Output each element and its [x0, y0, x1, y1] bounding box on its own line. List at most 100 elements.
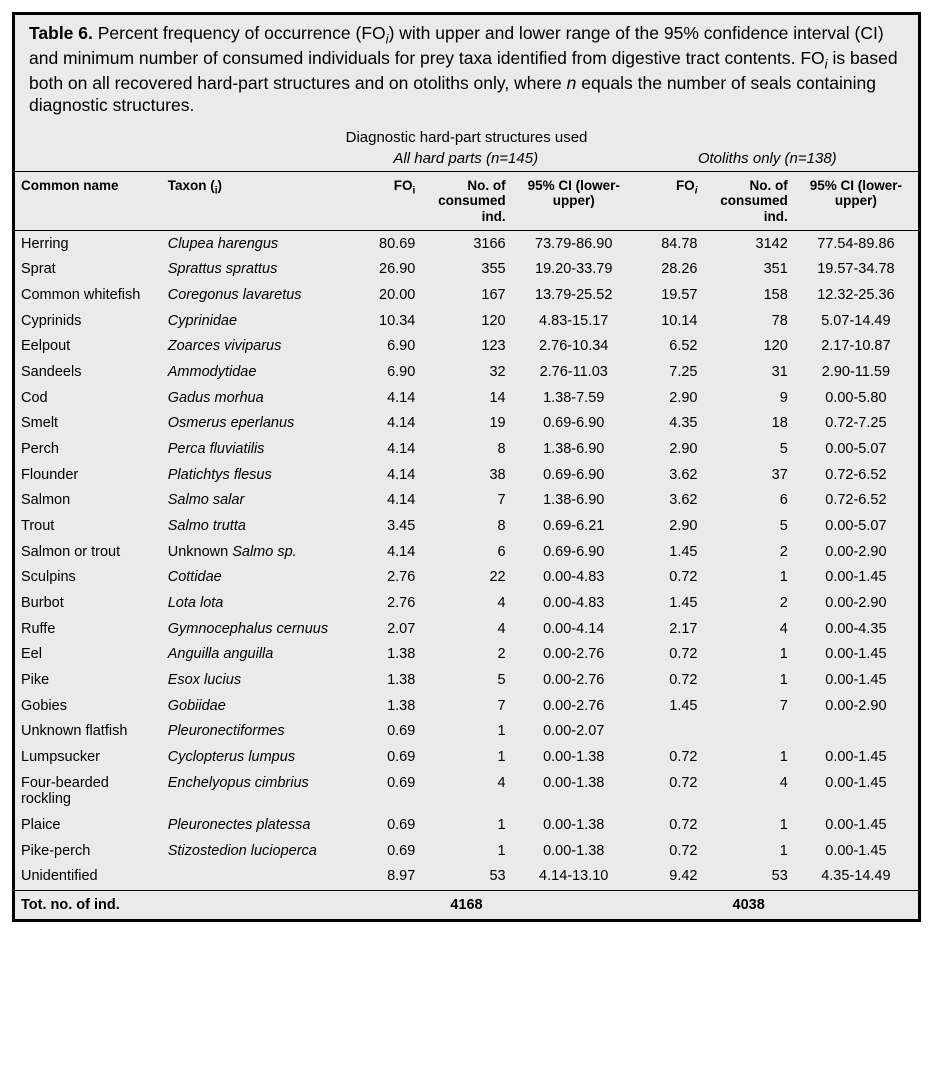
cell-fo-b: 0.72	[636, 565, 704, 591]
cell-taxon: Gadus morhua	[162, 385, 354, 411]
table-row: CodGadus morhua4.14141.38-7.592.9090.00-…	[15, 385, 918, 411]
table-row: EelAnguilla anguilla1.3820.00-2.760.7210…	[15, 642, 918, 668]
cell-ci-b: 2.90-11.59	[794, 359, 918, 385]
cell-common: Perch	[15, 436, 162, 462]
cell-cons-a: 123	[421, 334, 511, 360]
cell-cons-b: 7	[704, 693, 794, 719]
cell-cons-b: 53	[704, 864, 794, 890]
cell-ci-b: 0.00-2.90	[794, 539, 918, 565]
cell-ci-a: 0.00-4.83	[512, 565, 636, 591]
table-row: Pike-perchStizostedion lucioperca0.6910.…	[15, 838, 918, 864]
cell-fo-a: 6.90	[354, 334, 422, 360]
cell-fo-a: 4.14	[354, 539, 422, 565]
cell-fo-a: 8.97	[354, 864, 422, 890]
cell-fo-b: 0.72	[636, 813, 704, 839]
cell-ci-b: 77.54-89.86	[794, 231, 918, 257]
footer-total-b: 4038	[704, 890, 794, 919]
cell-ci-b: 19.57-34.78	[794, 257, 918, 283]
cell-taxon: Platichtys flesus	[162, 462, 354, 488]
cell-cons-a: 167	[421, 282, 511, 308]
cell-taxon: Salmo salar	[162, 488, 354, 514]
cell-cons-b: 9	[704, 385, 794, 411]
cell-taxon: Pleuronectes platessa	[162, 813, 354, 839]
cell-cons-a: 3166	[421, 231, 511, 257]
cell-cons-b: 1	[704, 642, 794, 668]
th-fo-a: FOi	[354, 171, 422, 231]
cell-common: Eelpout	[15, 334, 162, 360]
cell-cons-a: 4	[421, 770, 511, 812]
cell-fo-a: 4.14	[354, 385, 422, 411]
cell-fo-a: 10.34	[354, 308, 422, 334]
cell-fo-b: 1.45	[636, 693, 704, 719]
cell-taxon: Coregonus lavaretus	[162, 282, 354, 308]
table-row: PikeEsox lucius1.3850.00-2.760.7210.00-1…	[15, 668, 918, 694]
cell-common: Eel	[15, 642, 162, 668]
cell-fo-b: 2.90	[636, 436, 704, 462]
cell-ci-b: 0.00-1.45	[794, 565, 918, 591]
th-ci-b: 95% CI (lower-upper)	[794, 171, 918, 231]
cell-fo-b: 0.72	[636, 770, 704, 812]
cell-fo-b: 10.14	[636, 308, 704, 334]
cell-fo-b: 28.26	[636, 257, 704, 283]
cell-ci-a: 0.69-6.90	[512, 462, 636, 488]
cell-ci-b: 0.00-2.90	[794, 591, 918, 617]
cell-ci-a: 0.00-1.38	[512, 813, 636, 839]
cell-ci-b: 0.00-5.80	[794, 385, 918, 411]
cell-cons-a: 1	[421, 813, 511, 839]
footer-label: Tot. no. of ind.	[15, 890, 354, 919]
cell-ci-b: 0.00-1.45	[794, 642, 918, 668]
cell-taxon: Gobiidae	[162, 693, 354, 719]
cell-cons-b: 351	[704, 257, 794, 283]
cell-fo-a: 3.45	[354, 514, 422, 540]
table-row: Salmon or troutUnknown Salmo sp.4.1460.6…	[15, 539, 918, 565]
cell-taxon: Lota lota	[162, 591, 354, 617]
cell-ci-b: 5.07-14.49	[794, 308, 918, 334]
cell-common: Cod	[15, 385, 162, 411]
cell-taxon: Esox lucius	[162, 668, 354, 694]
cell-fo-a: 4.14	[354, 462, 422, 488]
cell-common: Unidentified	[15, 864, 162, 890]
table-row: CyprinidsCyprinidae10.341204.83-15.1710.…	[15, 308, 918, 334]
cell-cons-b: 1	[704, 668, 794, 694]
cell-cons-a: 1	[421, 745, 511, 771]
cell-cons-a: 8	[421, 514, 511, 540]
cell-common: Ruffe	[15, 616, 162, 642]
cell-ci-b: 0.00-2.90	[794, 693, 918, 719]
cell-fo-b: 19.57	[636, 282, 704, 308]
group-headers: All hard parts (n=145) Otoliths only (n=…	[15, 150, 918, 171]
table-row: PerchPerca fluviatilis4.1481.38-6.902.90…	[15, 436, 918, 462]
cell-fo-a: 0.69	[354, 838, 422, 864]
table-row: Common whitefishCoregonus lavaretus20.00…	[15, 282, 918, 308]
cell-common: Pike	[15, 668, 162, 694]
cell-cons-a: 2	[421, 642, 511, 668]
cell-common: Four-bearded rockling	[15, 770, 162, 812]
cell-cons-a: 22	[421, 565, 511, 591]
table-row: TroutSalmo trutta3.4580.69-6.212.9050.00…	[15, 514, 918, 540]
cell-ci-b: 0.00-5.07	[794, 514, 918, 540]
cell-cons-b: 31	[704, 359, 794, 385]
cell-fo-a: 0.69	[354, 719, 422, 745]
cell-common: Sculpins	[15, 565, 162, 591]
cell-common: Pike-perch	[15, 838, 162, 864]
cell-ci-b: 4.35-14.49	[794, 864, 918, 890]
cell-ci-a: 0.69-6.90	[512, 411, 636, 437]
cell-fo-a: 0.69	[354, 745, 422, 771]
cell-common: Trout	[15, 514, 162, 540]
th-cons-b: No. of consumed ind.	[704, 171, 794, 231]
data-table: Common name Taxon (i) FOi No. of consume…	[15, 171, 918, 919]
cell-cons-b: 5	[704, 436, 794, 462]
cell-common: Burbot	[15, 591, 162, 617]
cell-ci-a: 0.00-4.83	[512, 591, 636, 617]
cell-taxon: Gymnocephalus cernuus	[162, 616, 354, 642]
cell-fo-a: 0.69	[354, 770, 422, 812]
table-row: SpratSprattus sprattus26.9035519.20-33.7…	[15, 257, 918, 283]
cell-ci-a: 0.00-1.38	[512, 770, 636, 812]
cell-common: Sandeels	[15, 359, 162, 385]
cell-taxon: Clupea harengus	[162, 231, 354, 257]
cell-cons-a: 4	[421, 591, 511, 617]
cell-taxon: Zoarces viviparus	[162, 334, 354, 360]
cell-common: Unknown flatfish	[15, 719, 162, 745]
cell-taxon: Anguilla anguilla	[162, 642, 354, 668]
cell-cons-a: 355	[421, 257, 511, 283]
cell-fo-a: 4.14	[354, 436, 422, 462]
